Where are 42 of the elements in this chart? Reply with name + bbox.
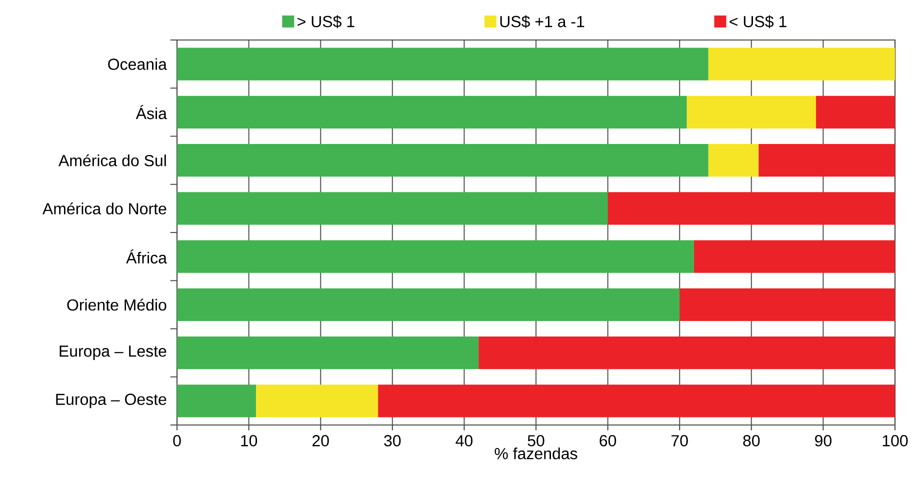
bar — [256, 384, 378, 418]
x-axis-title: % fazendas — [494, 448, 578, 460]
legend-label: > US$ 1 — [298, 15, 354, 28]
legend-label: US$ +1 a -1 — [500, 15, 584, 28]
bar — [177, 144, 708, 177]
y-tick-label: América do Sul — [58, 154, 166, 166]
x-tick-label: 90 — [815, 435, 832, 446]
y-tick-label: Europa – Leste — [60, 346, 166, 360]
x-tick-label: 70 — [672, 435, 688, 446]
legend-label: < US$ 1 — [730, 15, 786, 28]
x-tick-label: 20 — [312, 435, 329, 446]
x-tick-label: 30 — [384, 435, 401, 446]
y-tick-label: Ásia — [136, 105, 167, 120]
bar — [758, 144, 895, 177]
y-tick-label: Oceania — [108, 58, 167, 70]
bar — [686, 96, 816, 129]
x-tick-label: 0 — [173, 435, 181, 446]
bar — [378, 384, 895, 418]
x-tick-label: 80 — [743, 435, 760, 446]
x-tick-label: 10 — [241, 435, 258, 446]
x-tick-label: 50 — [528, 435, 544, 446]
bar — [708, 48, 895, 80]
bar — [177, 48, 708, 80]
bar — [177, 240, 694, 273]
bar — [177, 192, 608, 225]
bar — [177, 288, 680, 322]
bar — [177, 384, 256, 418]
bar — [478, 336, 895, 370]
bar — [177, 336, 479, 370]
bar — [708, 144, 759, 177]
bar — [680, 288, 895, 322]
x-tick-label: 60 — [600, 435, 616, 446]
bar — [177, 96, 687, 129]
y-tick-label: Oriente Médio — [67, 298, 166, 311]
x-tick-label: 40 — [456, 435, 472, 446]
bar — [608, 192, 895, 225]
y-tick-label: Europa – Oeste — [56, 394, 166, 408]
y-tick-label: América do Norte — [42, 202, 166, 214]
x-tick-label: 100 — [882, 435, 908, 446]
y-tick-label: África — [126, 250, 167, 264]
bar — [694, 240, 895, 273]
bar — [816, 96, 895, 129]
